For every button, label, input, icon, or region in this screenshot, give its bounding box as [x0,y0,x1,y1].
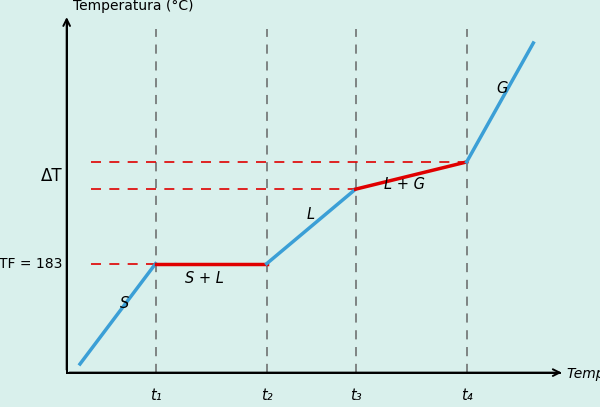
Text: t₄: t₄ [461,388,472,403]
Text: S: S [120,296,129,311]
Text: t₁: t₁ [150,388,161,403]
Text: t₃: t₃ [350,388,361,403]
Text: t₂: t₂ [261,388,272,403]
Text: S + L: S + L [185,271,224,286]
Text: L: L [307,208,315,223]
Text: ΔT: ΔT [41,166,62,184]
Text: Temperatura (°C): Temperatura (°C) [73,0,194,13]
Text: Tempo (t): Tempo (t) [566,367,600,381]
Text: L + G: L + G [384,177,425,193]
Text: G: G [497,81,508,96]
Text: TF = 183: TF = 183 [0,257,62,271]
